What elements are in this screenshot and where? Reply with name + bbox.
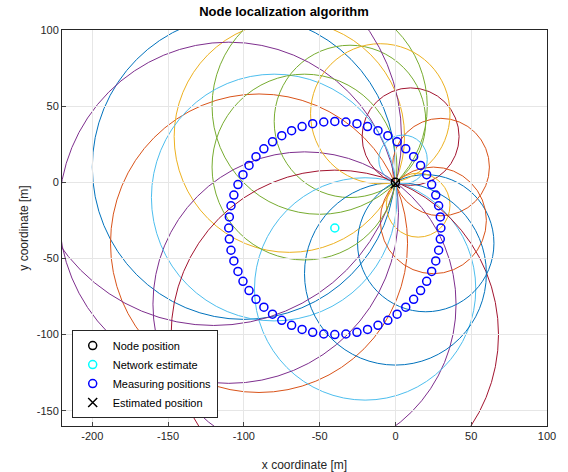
svg-text:100: 100 xyxy=(40,24,58,36)
svg-text:50: 50 xyxy=(465,430,477,442)
svg-text:0: 0 xyxy=(53,176,59,188)
svg-text:0: 0 xyxy=(392,430,398,442)
svg-text:Measuring positions: Measuring positions xyxy=(113,378,211,390)
svg-text:-50: -50 xyxy=(43,252,59,264)
svg-text:Node localization algorithm: Node localization algorithm xyxy=(199,4,369,19)
svg-text:Estimated position: Estimated position xyxy=(113,397,203,409)
svg-text:-100: -100 xyxy=(233,430,255,442)
svg-text:Network estimate: Network estimate xyxy=(113,359,198,371)
svg-text:Node position: Node position xyxy=(113,340,180,352)
svg-text:-50: -50 xyxy=(312,430,328,442)
svg-text:-100: -100 xyxy=(37,328,59,340)
svg-text:-150: -150 xyxy=(37,405,59,417)
svg-text:-200: -200 xyxy=(81,430,103,442)
svg-text:y coordinate [m]: y coordinate [m] xyxy=(17,185,31,270)
svg-text:-150: -150 xyxy=(157,430,179,442)
svg-text:100: 100 xyxy=(538,430,556,442)
svg-text:x coordinate [m]: x coordinate [m] xyxy=(262,458,347,472)
svg-text:50: 50 xyxy=(47,100,59,112)
